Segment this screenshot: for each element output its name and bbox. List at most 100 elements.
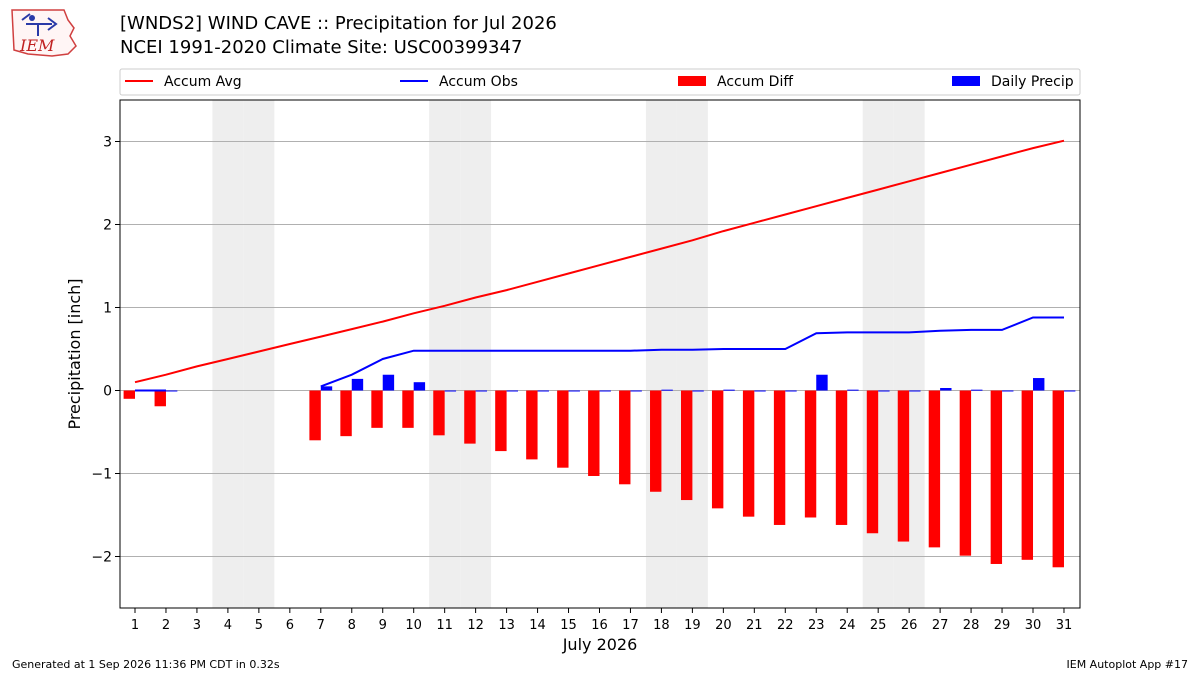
x-tick-label: 17 <box>622 618 639 633</box>
daily-precip-bar <box>506 390 518 392</box>
x-tick-label: 27 <box>932 618 949 633</box>
x-tick-label: 8 <box>348 618 356 633</box>
chart-subtitle: NCEI 1991-2020 Climate Site: USC00399347 <box>120 37 523 58</box>
accum-diff-bar <box>897 390 910 542</box>
legend-accum-avg-label: Accum Avg <box>164 74 242 90</box>
legend-accum-diff-swatch <box>678 76 706 86</box>
daily-precip-bar <box>413 382 426 391</box>
weekend-shade <box>212 100 244 608</box>
accum-diff-bar <box>742 390 755 517</box>
x-tick-label: 6 <box>286 618 294 633</box>
accum-diff-bar <box>1021 390 1034 560</box>
weekend-shade <box>429 100 461 608</box>
accum-diff-bar <box>773 390 786 525</box>
plot-frame <box>119 99 1081 609</box>
daily-precip-bar <box>847 389 859 391</box>
daily-precip-bar <box>1063 390 1076 392</box>
x-tick-label: 22 <box>777 618 794 633</box>
weekend-shade <box>676 100 708 608</box>
daily-precip-bar <box>165 390 178 392</box>
x-tick-label: 2 <box>162 618 170 633</box>
x-tick-label: 14 <box>529 618 546 633</box>
y-tick-label: 3 <box>103 135 112 151</box>
daily-precip-bar <box>475 390 488 392</box>
x-tick-label: 28 <box>963 618 980 633</box>
x-tick-label: 19 <box>684 618 701 633</box>
accum-diff-bar <box>804 390 817 518</box>
accum-diff-bar <box>650 390 662 492</box>
accum-diff-bar <box>402 390 414 428</box>
daily-precip-bar <box>909 390 921 392</box>
y-tick-label: 2 <box>103 218 112 234</box>
x-tick-label: 3 <box>193 618 201 633</box>
x-tick-label: 31 <box>1056 618 1073 633</box>
y-tick-label: −1 <box>91 467 112 483</box>
daily-precip-bar <box>630 390 642 392</box>
app-label: IEM Autoplot App #17 <box>1066 658 1189 671</box>
legend-daily-precip-swatch <box>952 76 980 86</box>
legend-daily-precip-label: Daily Precip <box>991 74 1074 90</box>
x-tick-label: 18 <box>653 618 670 633</box>
accum-diff-bar <box>557 390 569 468</box>
x-tick-label: 15 <box>560 618 577 633</box>
weekend-shade <box>645 100 677 608</box>
logo-text: IEM <box>19 36 55 55</box>
legend-accum-obs-label: Accum Obs <box>439 74 518 90</box>
daily-precip-bar <box>723 389 735 391</box>
daily-precip-bar <box>754 390 766 392</box>
daily-precip-bar <box>878 390 890 392</box>
legend-box <box>119 68 1081 96</box>
y-tick-label: −2 <box>91 550 112 566</box>
accum-diff-bar <box>309 390 321 441</box>
y-tick-label: 1 <box>103 301 112 317</box>
daily-precip-bar <box>444 390 457 392</box>
accum-avg-line <box>134 139 1065 384</box>
accum-diff-bar <box>526 390 538 460</box>
chart-title: [WNDS2] WIND CAVE :: Precipitation for J… <box>120 13 557 34</box>
accum-diff-bar <box>990 390 1003 564</box>
iem-logo: IEM <box>11 9 77 57</box>
accum-diff-bar <box>340 390 352 437</box>
accum-diff-bar <box>495 390 507 452</box>
weekend-shade <box>460 100 492 608</box>
x-tick-label: 4 <box>224 618 232 633</box>
x-tick-label: 10 <box>405 618 422 633</box>
daily-precip-bar <box>568 390 580 392</box>
daily-precip-bar <box>692 390 704 392</box>
accum-diff-bar <box>433 390 445 436</box>
daily-precip-bar <box>971 389 983 391</box>
daily-precip-bar <box>1002 390 1014 392</box>
x-tick-label: 12 <box>467 618 484 633</box>
daily-precip-bar <box>599 390 611 392</box>
daily-precip-bar <box>320 386 333 391</box>
x-tick-label: 20 <box>715 618 732 633</box>
y-tick-label: 0 <box>103 384 112 400</box>
daily-precip-bar <box>351 378 364 391</box>
accum-diff-bar <box>371 390 383 428</box>
accum-diff-bar <box>835 390 848 525</box>
accum-diff-bar <box>619 390 631 485</box>
generated-timestamp: Generated at 1 Sep 2026 11:36 PM CDT in … <box>12 658 280 671</box>
daily-precip-bar <box>537 390 549 392</box>
accum-diff-bar <box>866 390 879 534</box>
daily-precip-bar <box>785 390 797 392</box>
accum-diff-bar <box>928 390 941 548</box>
daily-precip-bar <box>1033 378 1045 391</box>
x-tick-label: 7 <box>317 618 325 633</box>
daily-precip-bar <box>661 389 673 391</box>
x-tick-label: 29 <box>994 618 1011 633</box>
x-tick-label: 9 <box>379 618 387 633</box>
x-tick-label: 23 <box>808 618 825 633</box>
accum-diff-bar <box>588 390 600 476</box>
x-tick-label: 24 <box>839 618 856 633</box>
accum-diff-bar <box>959 390 972 556</box>
accum-diff-bar <box>711 390 724 509</box>
x-tick-label: 26 <box>901 618 918 633</box>
accum-diff-bar <box>154 390 166 407</box>
x-tick-label: 13 <box>498 618 515 633</box>
accum-diff-bar <box>123 390 135 399</box>
legend-accum-diff-label: Accum Diff <box>717 74 793 90</box>
x-tick-label: 5 <box>255 618 263 633</box>
x-tick-label: 25 <box>870 618 887 633</box>
x-axis-label: July 2026 <box>562 635 638 654</box>
